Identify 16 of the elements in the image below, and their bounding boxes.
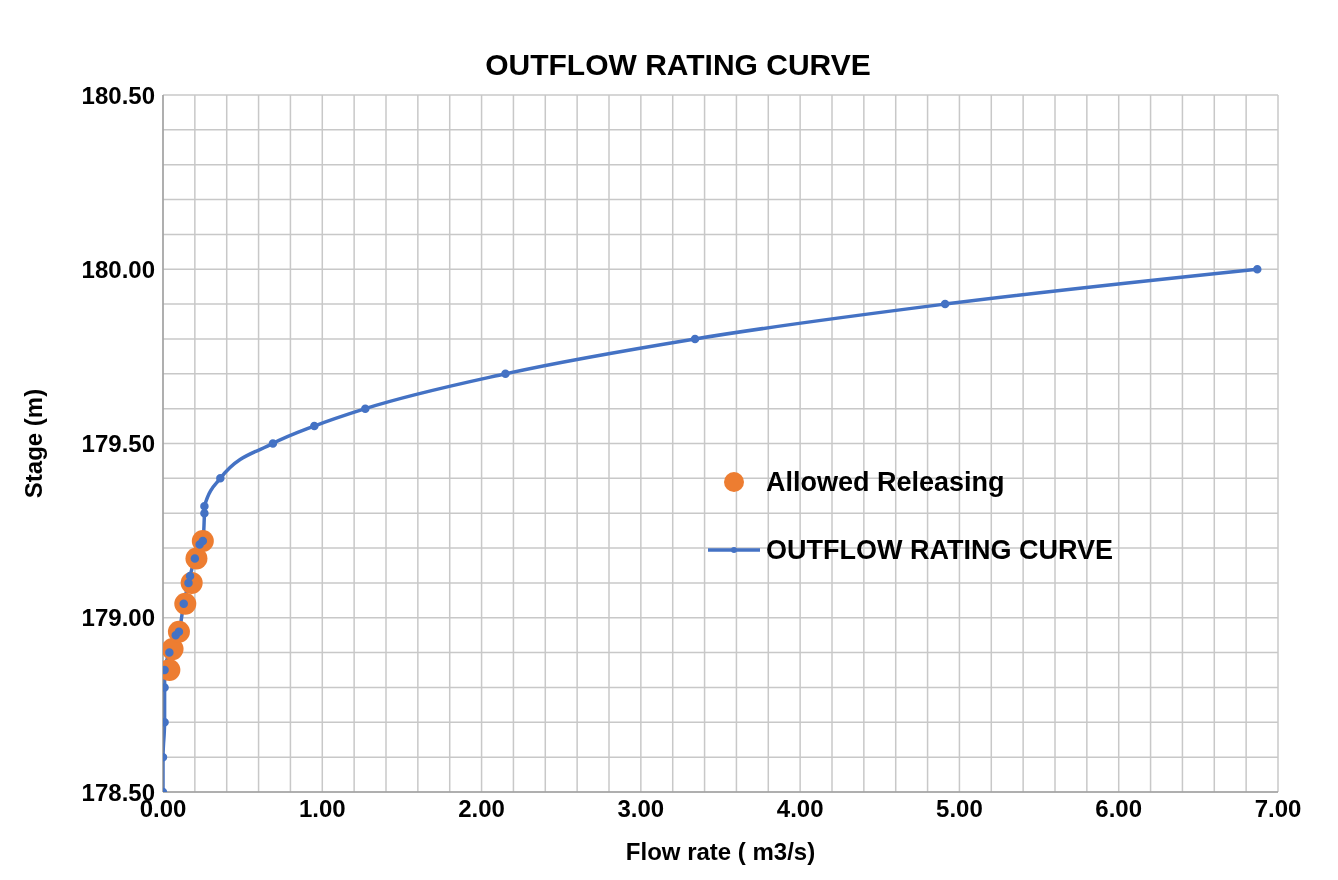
x-tick-label: 3.00 bbox=[617, 795, 665, 823]
x-tick-label: 5.00 bbox=[936, 795, 983, 823]
x-tick-label: 7.00 bbox=[1254, 795, 1302, 823]
y-tick-label: 179.00 bbox=[81, 604, 155, 632]
y-tick-label: 180.00 bbox=[81, 255, 155, 283]
legend-label: OUTFLOW RATING CURVE bbox=[766, 534, 1113, 566]
y-tick-label: 179.50 bbox=[81, 430, 155, 458]
chart-title: OUTFLOW RATING CURVE bbox=[484, 48, 872, 82]
x-axis-title: Flow rate ( m3/s) bbox=[625, 838, 816, 865]
y-tick-label: 180.50 bbox=[81, 81, 155, 109]
legend-label: Allowed Releasing bbox=[766, 466, 1005, 498]
y-axis-title: Stage (m) bbox=[19, 388, 47, 499]
x-tick-label: 2.00 bbox=[458, 795, 505, 823]
x-tick-label: 4.00 bbox=[776, 795, 824, 823]
x-tick-label: 6.00 bbox=[1095, 795, 1143, 823]
x-tick-label: 1.00 bbox=[298, 795, 346, 823]
